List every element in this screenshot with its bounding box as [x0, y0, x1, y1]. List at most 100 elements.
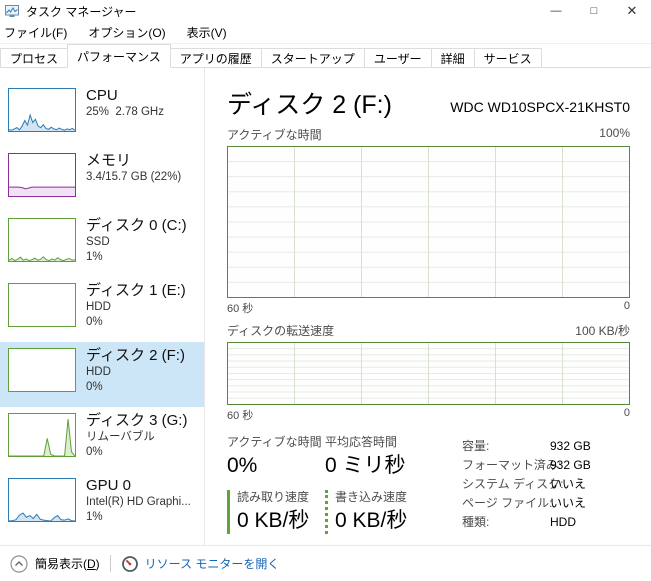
avg-response-label: 平均応答時間: [325, 435, 398, 449]
sidebar-item-title: CPU: [86, 87, 118, 104]
stat-column-middle: 平均応答時間 0 ミリ秒 書き込み速度 0 KB/秒: [325, 435, 407, 534]
property-label: 種類:: [462, 515, 490, 529]
axis-right-label: 0: [623, 407, 630, 419]
active-time-chart-max: 100%: [599, 126, 630, 140]
sidebar-item-subtitle: 0%: [86, 381, 103, 393]
sidebar-item-title: ディスク 3 (G:): [86, 412, 188, 429]
sidebar-item-subtitle: 3.4/15.7 GB (22%): [86, 171, 182, 183]
sidebar-item-title: ディスク 2 (F:): [86, 347, 185, 364]
tab-startup[interactable]: スタートアップ: [260, 48, 365, 68]
menu-options[interactable]: オプション(O): [88, 26, 166, 40]
sidebar-item-disk-3[interactable]: ディスク 3 (G:) リムーバブル 0%: [0, 407, 204, 472]
axis-left-label: 60 秒: [227, 303, 254, 315]
sidebar-item-text: GPU 0 Intel(R) HD Graphi... 1%: [86, 476, 191, 537]
sidebar-item-disk-1[interactable]: ディスク 1 (E:) HDD 0%: [0, 277, 204, 342]
tab-services[interactable]: サービス: [473, 48, 542, 68]
stat-column-left: アクティブな時間 0% 読み取り速度 0 KB/秒: [227, 435, 322, 534]
cpu-sparkline: [8, 88, 76, 132]
property-value: 932 GB: [550, 458, 591, 472]
sidebar-item-text: ディスク 0 (C:) SSD 1%: [86, 216, 187, 277]
window-title: タスク マネージャー: [26, 4, 137, 19]
tab-processes[interactable]: プロセス: [0, 48, 69, 68]
property-value: HDD: [550, 515, 576, 529]
property-label: システム ディスク:: [462, 477, 564, 491]
active-time-value: 0%: [227, 454, 258, 477]
sidebar-item-disk-0[interactable]: ディスク 0 (C:) SSD 1%: [0, 212, 204, 277]
tab-details[interactable]: 詳細: [430, 48, 475, 68]
transfer-rate-chart-label: ディスクの転送速度: [227, 324, 335, 338]
open-resource-monitor-link[interactable]: リソース モニターを開く: [121, 555, 280, 573]
sidebar-item-subtitle: 1%: [86, 511, 103, 523]
property-label: フォーマット済み:: [462, 458, 562, 472]
sidebar-item-title: ディスク 0 (C:): [86, 217, 187, 234]
tab-performance[interactable]: パフォーマンス: [67, 44, 171, 68]
active-time-chart-axis: 60 秒 0: [227, 300, 630, 316]
device-model: WDC WD10SPCX-21KHST0: [450, 99, 630, 115]
sidebar-item-subtitle: 25% 2.78 GHz: [86, 106, 164, 118]
sidebar-item-title: ディスク 1 (E:): [86, 282, 186, 299]
menu-view[interactable]: 表示(V): [186, 26, 227, 40]
gpu-0-sparkline: [8, 478, 76, 522]
property-label: ページ ファイル:: [462, 496, 553, 510]
sidebar-item-subtitle: HDD: [86, 366, 111, 378]
property-label: 容量:: [462, 439, 490, 453]
tab-users[interactable]: ユーザー: [363, 48, 432, 68]
sidebar-item-text: CPU 25% 2.78 GHz: [86, 86, 164, 147]
disk-header: ディスク 2 (F:) WDC WD10SPCX-21KHST0: [227, 86, 630, 120]
simple-view-label: 簡易表示(D): [35, 557, 100, 571]
active-time-label: アクティブな時間: [227, 435, 322, 449]
sidebar-item-subtitle: SSD: [86, 236, 110, 248]
sidebar-item-cpu[interactable]: CPU 25% 2.78 GHz: [0, 82, 204, 147]
active-time-chart: [227, 146, 630, 298]
sidebar-item-subtitle: 1%: [86, 251, 103, 263]
transfer-rate-chart-header: ディスクの転送速度 100 KB/秒: [227, 322, 630, 339]
resource-monitor-label: リソース モニターを開く: [144, 557, 280, 571]
tab-app-history[interactable]: アプリの履歴: [169, 48, 262, 68]
write-speed-value: 0 KB/秒: [335, 509, 408, 532]
footer-separator: [109, 555, 111, 572]
write-speed-label: 書き込み速度: [335, 490, 408, 504]
write-speed-block: 書き込み速度 0 KB/秒: [325, 490, 407, 534]
sidebar-divider: [204, 68, 205, 545]
disk-1-sparkline: [8, 283, 76, 327]
simple-view-button[interactable]: 簡易表示(D): [10, 554, 100, 573]
minimize-button[interactable]: —: [550, 5, 562, 17]
disk-3-sparkline: [8, 413, 76, 457]
maximize-button[interactable]: □: [590, 5, 598, 17]
sidebar-item-subtitle: HDD: [86, 301, 111, 313]
sidebar-item-gpu-0[interactable]: GPU 0 Intel(R) HD Graphi... 1%: [0, 472, 204, 537]
sidebar-item-text: メモリ 3.4/15.7 GB (22%): [86, 151, 181, 212]
property-value: 932 GB: [550, 439, 591, 453]
avg-response-value: 0 ミリ秒: [325, 454, 406, 477]
transfer-rate-chart-max: 100 KB/秒: [575, 324, 630, 338]
active-time-chart-header: アクティブな時間 100%: [227, 126, 630, 143]
sidebar-item-title: メモリ: [86, 152, 132, 169]
sidebar-item-subtitle: リムーバブル: [86, 431, 155, 443]
sidebar-item-subtitle: 0%: [86, 446, 103, 458]
menu-bar: ファイル(F) オプション(O) 表示(V): [0, 22, 651, 44]
axis-right-label: 0: [623, 300, 630, 312]
sidebar-item-text: ディスク 1 (E:) HDD 0%: [86, 281, 186, 342]
property-value: いいえ: [550, 496, 587, 510]
sidebar-item-subtitle: Intel(R) HD Graphi...: [86, 496, 191, 508]
sidebar-item-memory[interactable]: メモリ 3.4/15.7 GB (22%): [0, 147, 204, 212]
sidebar-item-disk-2[interactable]: ディスク 2 (F:) HDD 0%: [0, 342, 204, 407]
disk-properties: 容量: 932 GB フォーマット済み: 932 GB システム ディスク: いいえ ページ…: [462, 437, 591, 532]
menu-file[interactable]: ファイル(F): [4, 26, 68, 40]
chevron-up-circle-icon: [10, 554, 28, 573]
disk-0-sparkline: [8, 218, 76, 262]
axis-left-label: 60 秒: [227, 410, 254, 422]
transfer-rate-chart: [227, 342, 630, 405]
read-speed-label: 読み取り速度: [237, 490, 310, 504]
active-time-chart-label: アクティブな時間: [227, 128, 322, 142]
property-value: いいえ: [550, 477, 587, 491]
close-button[interactable]: ✕: [626, 3, 638, 18]
memory-sparkline: [8, 153, 76, 197]
sidebar-item-subtitle: 0%: [86, 316, 103, 328]
performance-sidebar: CPU 25% 2.78 GHz メモリ 3.4/15.7 GB (22%) ディスク …: [0, 68, 204, 545]
sidebar-item-text: ディスク 3 (G:) リムーバブル 0%: [86, 411, 187, 472]
disk-stats: アクティブな時間 0% 読み取り速度 0 KB/秒 平均応答時間 0 ミリ秒 書…: [227, 435, 630, 547]
disk-detail-panel: ディスク 2 (F:) WDC WD10SPCX-21KHST0 アクティブな時…: [227, 68, 630, 547]
read-speed-block: 読み取り速度 0 KB/秒: [227, 490, 322, 534]
